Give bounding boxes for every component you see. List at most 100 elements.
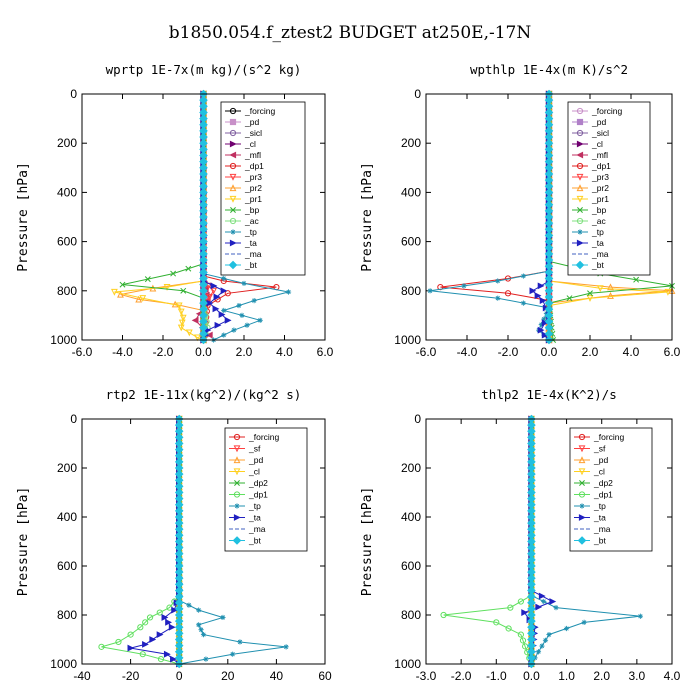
data-point	[221, 275, 227, 282]
plot-frame	[425, 93, 673, 341]
legend-marker	[576, 140, 584, 148]
legend-entry: _tp	[593, 501, 606, 511]
x-tick-label: 40	[270, 669, 284, 683]
data-point	[149, 636, 157, 643]
legend: _forcing_pd_sicl_cl_mfl_dp1_pr3_pr2_pr1_…	[567, 101, 651, 276]
legend-entry: _ma	[593, 524, 611, 534]
data-point	[200, 632, 207, 638]
data-point	[177, 308, 185, 316]
legend: _forcing _sf_pd _cl_dp2 _dp1_tp _ta_ma _bt	[224, 427, 308, 552]
data-point	[186, 602, 192, 608]
data-point	[196, 607, 202, 613]
y-tick-label: 400	[401, 510, 421, 524]
legend-entry: _dp1	[593, 490, 613, 500]
legend-marker	[577, 229, 583, 235]
legend-marker	[578, 456, 586, 464]
y-tick-label: 200	[57, 461, 77, 475]
legend-entry: _ma	[244, 249, 262, 259]
y-tick-label: 600	[57, 559, 77, 573]
data-point	[517, 631, 524, 638]
y-axis-label: Pressure [hPa]	[16, 162, 31, 272]
y-tick-label: 800	[401, 284, 421, 298]
data-point	[538, 322, 544, 328]
data-point	[251, 298, 257, 304]
data-point	[163, 650, 171, 658]
legend-entry: _ma	[248, 524, 266, 534]
x-tick-label: 0.0	[523, 669, 540, 683]
data-point	[198, 627, 204, 633]
data-point	[179, 314, 187, 322]
data-point	[224, 290, 231, 297]
x-tick-label: -4.0	[457, 345, 478, 359]
y-tick-label: 0	[70, 87, 77, 101]
x-tick-label: 0.0	[195, 345, 212, 359]
data-point	[507, 604, 514, 611]
y-tick-label: 200	[401, 461, 421, 475]
legend-entry: _dp1	[248, 490, 268, 500]
legend-marker	[576, 173, 584, 181]
data-point	[115, 638, 122, 646]
legend-marker	[579, 503, 585, 509]
data-point	[607, 292, 614, 299]
legend-entry: _forcing	[591, 106, 623, 116]
legend-entry: _ma	[591, 249, 609, 259]
data-point	[142, 640, 149, 648]
data-point	[156, 609, 163, 616]
legend-entry: _pd	[244, 117, 259, 127]
legend-entry: _forcing	[244, 106, 276, 116]
data-point	[461, 283, 467, 289]
legend-entry: _cl	[593, 467, 605, 477]
legend-entry: _cl	[591, 139, 603, 149]
data-point	[495, 278, 501, 284]
legend-marker	[576, 239, 584, 247]
data-point	[239, 312, 245, 318]
chart-panel: thlp2 1E-4x(K^2)/s Pressure [hPa] -3.0 -2.0…	[360, 387, 681, 683]
legend-entry: _bp	[244, 205, 259, 215]
data-point	[170, 270, 177, 277]
series-line	[101, 419, 180, 665]
legend-entry: _bt	[248, 536, 261, 546]
x-tick-label: -4.0	[112, 345, 133, 359]
series-line	[530, 419, 641, 665]
data-point	[537, 326, 545, 334]
x-tick-label: 6.0	[664, 345, 681, 359]
data-point	[137, 624, 144, 631]
y-axis-label: Pressure [hPa]	[360, 487, 375, 597]
data-point	[587, 290, 593, 297]
x-tick-label: 4.0	[664, 669, 681, 683]
legend-entry: _ta	[248, 513, 261, 523]
data-point	[220, 287, 228, 295]
data-point	[194, 334, 201, 342]
x-tick-label: 0	[176, 669, 183, 683]
data-point	[285, 289, 292, 295]
data-point	[196, 622, 202, 628]
data-point	[529, 287, 537, 295]
legend-marker	[576, 184, 584, 192]
x-tick-label: 6.0	[317, 345, 334, 359]
legend-marker	[229, 118, 237, 126]
legend-marker	[579, 480, 585, 486]
x-tick-label: -40	[73, 669, 91, 683]
data-point	[178, 319, 186, 327]
data-point	[171, 606, 179, 614]
y-tick-label: 1000	[50, 333, 77, 347]
data-point	[633, 276, 640, 283]
data-point	[214, 321, 222, 329]
figure-title: b1850.054.f_ztest2 BUDGET at250E,-17N	[169, 23, 532, 43]
legend-marker	[578, 433, 586, 441]
series-line	[114, 94, 204, 341]
data-point	[495, 295, 501, 301]
x-tick-label: 3.0	[629, 669, 646, 683]
legend-box	[569, 427, 653, 552]
data-point	[520, 273, 526, 279]
data-point	[535, 649, 542, 655]
data-point	[231, 327, 237, 333]
legend-entry: _bp	[591, 205, 606, 215]
x-tick-label: -2.0	[153, 345, 174, 359]
data-point	[537, 282, 545, 290]
legend-marker	[228, 260, 238, 270]
y-tick-label: 800	[401, 608, 421, 622]
legend-marker	[576, 162, 584, 170]
y-tick-label: 200	[57, 136, 77, 150]
x-tick-label: 2.0	[236, 345, 253, 359]
